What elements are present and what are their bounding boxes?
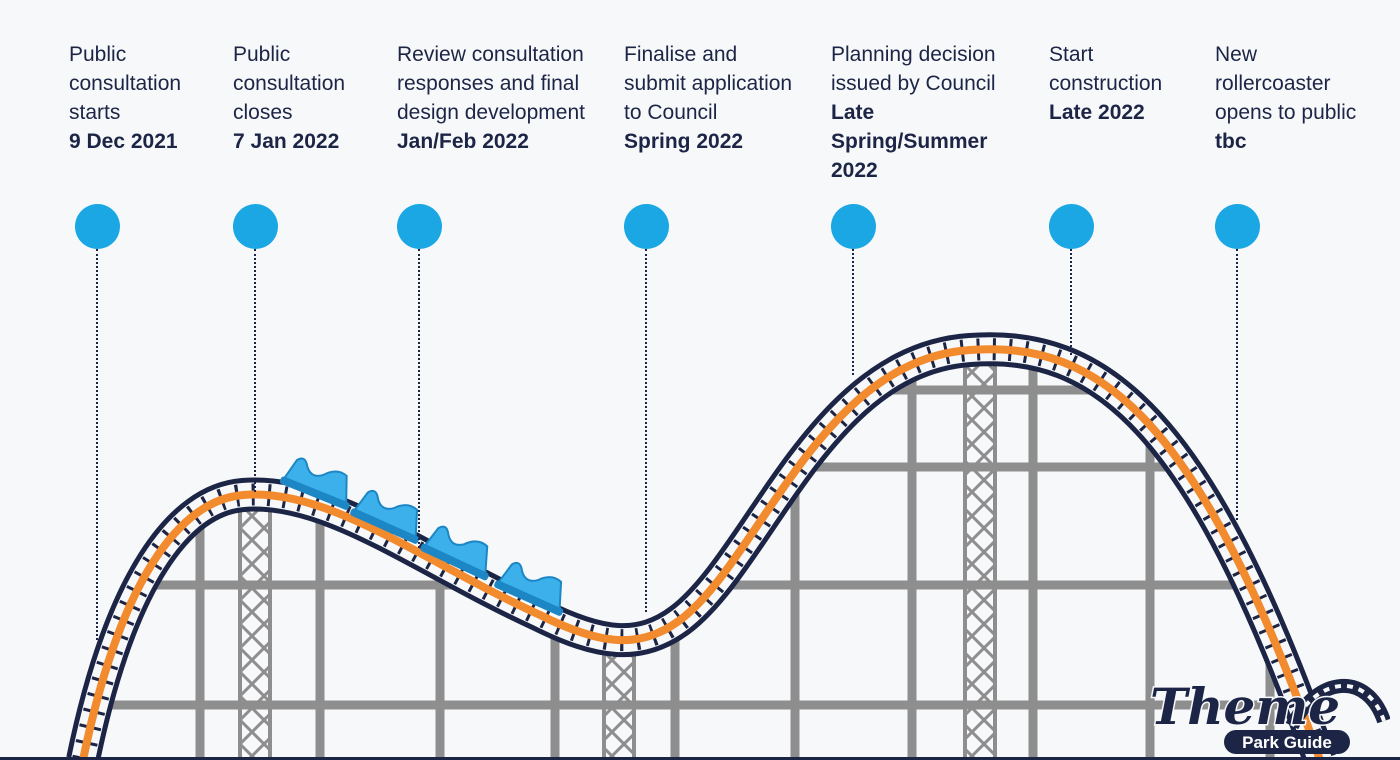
- milestone-description-line: rollercoaster: [1215, 72, 1331, 95]
- milestone-description-line: consultation: [69, 72, 182, 95]
- track: [66, 332, 1337, 760]
- milestone-description-line: to Council: [624, 101, 718, 124]
- milestone-description-line: New: [1215, 43, 1258, 66]
- milestone-marker-dot: [397, 204, 442, 249]
- milestone-marker-dot: [233, 204, 278, 249]
- milestone-1: Public consultation starts 9 Dec 2021: [69, 40, 279, 156]
- milestone-date: Spring 2022: [624, 130, 744, 153]
- coaster-car: [494, 561, 564, 616]
- milestone-connector-line: [852, 249, 854, 375]
- milestone-connector-line: [418, 249, 420, 548]
- milestone-date: 7 Jan 2022: [233, 130, 340, 153]
- milestone-2: Public consultation closes 7 Jan 2022: [233, 40, 443, 156]
- milestone-date: Spring/Summer: [831, 130, 988, 153]
- milestone-description-line: construction: [1049, 72, 1163, 95]
- milestone-description-line: issued by Council: [831, 72, 996, 95]
- coaster-car: [420, 525, 489, 581]
- coaster-train: [279, 457, 564, 616]
- milestone-date: 9 Dec 2021: [69, 130, 178, 153]
- coaster-car: [279, 457, 350, 510]
- milestone-date: Jan/Feb 2022: [397, 130, 529, 153]
- milestone-date: Late 2022: [1049, 101, 1145, 124]
- milestone-marker-dot: [624, 204, 669, 249]
- milestone-3: Review consultation responses and final de…: [397, 40, 607, 156]
- milestone-date: tbc: [1215, 130, 1247, 153]
- milestone-4: Finalise and submit application to Council…: [624, 40, 834, 156]
- milestone-connector-line: [645, 249, 647, 612]
- lattice-tower: [238, 349, 997, 760]
- theme-park-guide-logo: Theme Park Guide: [1149, 676, 1390, 754]
- milestone-6: Start construction Late 2022: [1049, 40, 1259, 127]
- milestone-connector-line: [254, 249, 256, 492]
- logo-word: Theme: [1150, 677, 1340, 736]
- milestone-connector-line: [96, 249, 98, 640]
- milestone-description-line: Public: [69, 43, 127, 66]
- milestone-description-line: opens to public: [1215, 101, 1357, 124]
- milestone-marker-dot: [1215, 204, 1260, 249]
- milestone-description-line: submit application: [624, 72, 793, 95]
- milestone-date: Late: [831, 101, 875, 124]
- milestone-description-line: Planning decision: [831, 43, 996, 66]
- milestone-description-line: starts: [69, 101, 121, 124]
- milestone-description-line: Public: [233, 43, 291, 66]
- milestone-description-line: closes: [233, 101, 293, 124]
- bottom-border: [0, 757, 1400, 760]
- milestone-connector-line: [1236, 249, 1238, 520]
- logo-tagline: Park Guide: [1242, 733, 1332, 752]
- milestone-5: Planning decision issued by Council Late Sp…: [831, 40, 1041, 185]
- milestone-description-line: design development: [397, 101, 585, 124]
- milestone-description-line: Review consultation: [397, 43, 584, 66]
- milestone-description-line: Start: [1049, 43, 1094, 66]
- milestone-description-line: responses and final: [397, 72, 580, 95]
- milestone-marker-dot: [1049, 204, 1094, 249]
- milestone-description-line: Finalise and: [624, 43, 738, 66]
- milestone-marker-dot: [75, 204, 120, 249]
- milestone-7: New rollercoaster opens to public tbc: [1215, 40, 1400, 156]
- milestone-date: 2022: [831, 159, 878, 182]
- milestone-description-line: consultation: [233, 72, 346, 95]
- milestone-marker-dot: [831, 204, 876, 249]
- milestone-connector-line: [1070, 249, 1072, 355]
- coaster-car: [350, 489, 420, 544]
